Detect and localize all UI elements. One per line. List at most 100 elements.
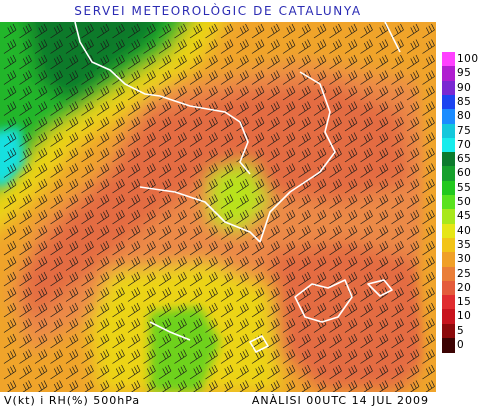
- wind-barb: [96, 302, 110, 318]
- wind-barb: [205, 147, 218, 163]
- wind-barb: [205, 39, 218, 54]
- wind-barb: [236, 163, 249, 178]
- wind-barb: [143, 287, 156, 302]
- wind-barb: [360, 85, 373, 101]
- wind-barb: [174, 318, 187, 333]
- wind-barb: [422, 271, 435, 287]
- wind-barb: [344, 240, 358, 256]
- wind-barb: [158, 163, 172, 178]
- wind-barb: [96, 163, 110, 178]
- wind-barb: [34, 256, 48, 271]
- wind-barb: [158, 349, 172, 364]
- wind-barb: [205, 302, 218, 318]
- wind-barb: [3, 271, 17, 287]
- wind-barb: [375, 287, 389, 302]
- wind-barb: [220, 85, 234, 101]
- wind-barb: [344, 349, 358, 364]
- wind-barb: [131, 380, 141, 392]
- wind-barb: [267, 225, 280, 240]
- wind-barb: [329, 70, 342, 85]
- wind-barb: [158, 240, 172, 256]
- wind-barb: [251, 240, 265, 256]
- wind-barb: [344, 132, 358, 147]
- wind-barb: [391, 302, 404, 318]
- wind-barb: [19, 349, 32, 364]
- wind-barb: [127, 70, 141, 85]
- legend-label: 30: [457, 253, 472, 266]
- wind-barb: [205, 70, 218, 85]
- wind-barb: [282, 287, 296, 302]
- wind-barb: [422, 302, 435, 318]
- wind-barb: [19, 132, 32, 147]
- wind-barb: [267, 364, 280, 380]
- wind-barb: [298, 194, 311, 209]
- legend-swatch: [442, 166, 455, 182]
- wind-barb: [96, 287, 110, 302]
- wind-barb: [251, 318, 265, 333]
- wind-barb: [96, 364, 110, 380]
- wind-barb: [158, 256, 172, 271]
- wind-barb: [267, 101, 280, 116]
- wind-barb: [251, 349, 265, 364]
- wind-barb: [3, 225, 17, 240]
- wind-barb: [267, 23, 280, 39]
- wind-barb: [236, 318, 249, 333]
- wind-barb: [19, 271, 32, 287]
- wind-barb: [22, 380, 32, 392]
- wind-barb: [406, 318, 420, 333]
- wind-barb: [127, 116, 141, 132]
- wind-barb: [251, 39, 265, 54]
- wind-barb: [96, 349, 110, 364]
- legend-item: 65: [442, 152, 484, 168]
- wind-barb: [344, 209, 358, 225]
- wind-barb: [375, 39, 389, 54]
- legend-swatch: [442, 309, 455, 325]
- wind-barb: [174, 194, 187, 209]
- wind-barb: [422, 256, 435, 271]
- wind-barb: [313, 333, 327, 349]
- wind-barb: [391, 101, 404, 116]
- wind-barb: [391, 70, 404, 85]
- wind-barb: [205, 132, 218, 147]
- wind-barb: [143, 209, 156, 225]
- wind-barb: [282, 23, 296, 39]
- wind-barb: [38, 380, 48, 392]
- coastline-south: [149, 321, 191, 341]
- wind-barb: [65, 70, 79, 85]
- wind-barb: [313, 256, 327, 271]
- wind-barb: [282, 85, 296, 101]
- wind-barb: [96, 240, 110, 256]
- wind-barb: [50, 333, 63, 349]
- wind-barb: [96, 147, 110, 163]
- wind-barb: [251, 54, 265, 70]
- wind-barb: [422, 85, 435, 101]
- wind-barb: [127, 318, 141, 333]
- wind-barb: [360, 23, 373, 39]
- wind-barb: [19, 318, 32, 333]
- wind-barb: [375, 256, 389, 271]
- wind-barb: [143, 163, 156, 178]
- wind-barb: [329, 271, 342, 287]
- wind-barb: [298, 39, 311, 54]
- wind-barbs: [3, 23, 435, 392]
- wind-barb: [205, 225, 218, 240]
- wind-barb: [236, 225, 249, 240]
- wind-barb: [375, 240, 389, 256]
- wind-barb: [69, 380, 79, 392]
- wind-barb: [251, 194, 265, 209]
- wind-barb: [422, 225, 435, 240]
- wind-barb: [143, 302, 156, 318]
- legend-item: 100: [442, 52, 484, 67]
- wind-barb: [220, 349, 234, 364]
- wind-barb: [189, 287, 203, 302]
- wind-barb: [220, 256, 234, 271]
- coastline-north: [159, 95, 251, 175]
- wind-barb: [251, 302, 265, 318]
- wind-barb: [34, 333, 48, 349]
- wind-barb: [391, 287, 404, 302]
- wind-barb: [189, 364, 203, 380]
- wind-barb: [220, 132, 234, 147]
- legend-label: 85: [457, 95, 472, 108]
- wind-barb: [3, 85, 17, 101]
- wind-barb: [96, 54, 110, 70]
